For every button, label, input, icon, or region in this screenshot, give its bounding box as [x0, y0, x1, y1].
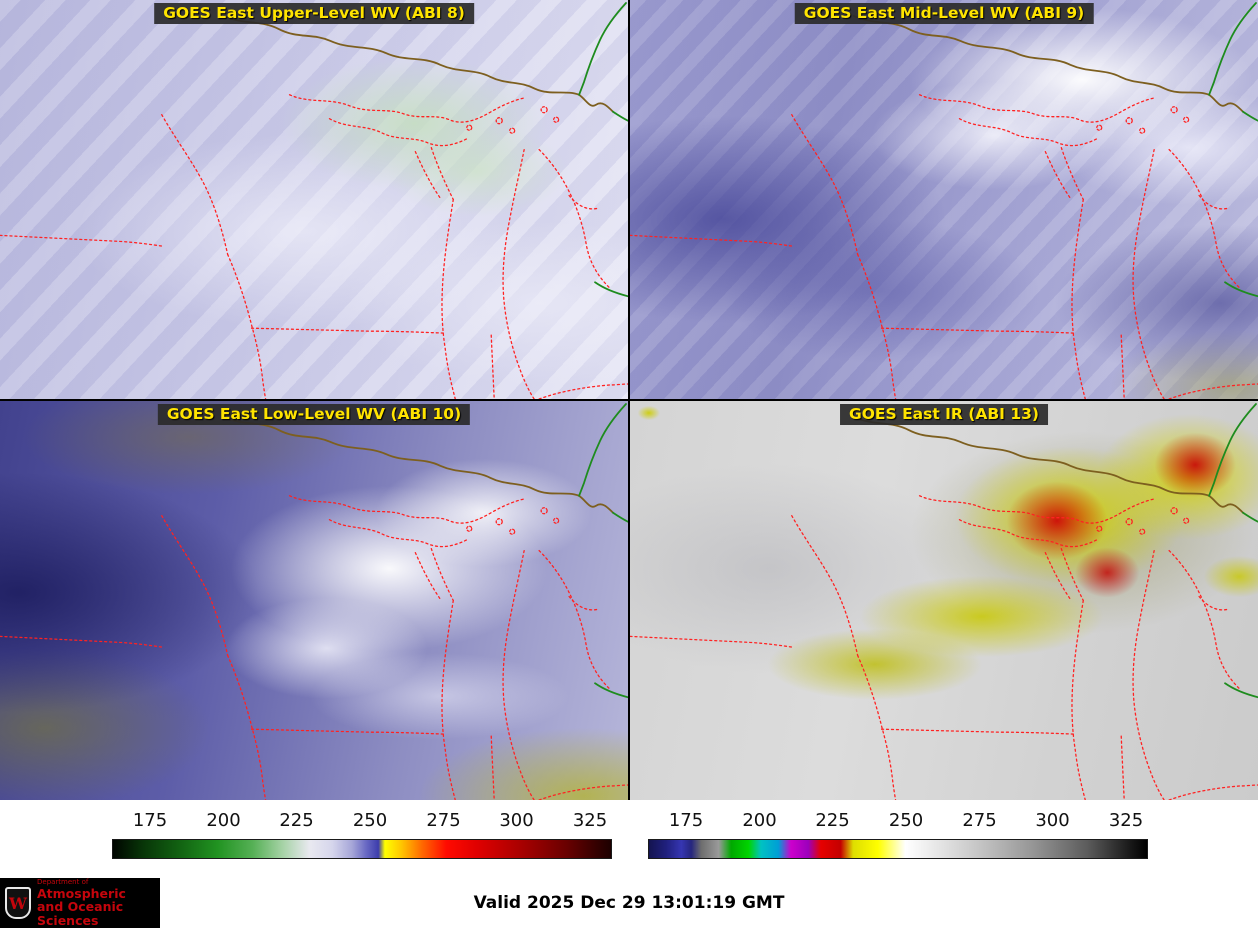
- wv-colorbar-ticks: 175 200 225 250 275 300 325: [112, 810, 612, 836]
- panel-low-level-wv: GOES East Low-Level WV (ABI 10): [0, 401, 628, 800]
- colorbar-tick: 300: [499, 810, 534, 831]
- panel-title-abi9: GOES East Mid-Level WV (ABI 9): [794, 3, 1094, 24]
- logo-line-oceanic: and Oceanic Sciences: [37, 899, 124, 928]
- logo-line-atmospheric: Atmospheric: [37, 885, 126, 901]
- panel-title-abi13: GOES East IR (ABI 13): [840, 404, 1048, 425]
- colorbar-tick: 325: [572, 810, 608, 831]
- footer: W Department of Atmospheric and Oceanic …: [0, 876, 1258, 930]
- logo-dept-line: Department of: [37, 877, 89, 886]
- colorbar-tick: 175: [668, 810, 704, 831]
- panel-title-abi10: GOES East Low-Level WV (ABI 10): [157, 404, 471, 425]
- panel-title-abi8: GOES East Upper-Level WV (ABI 8): [154, 3, 474, 24]
- valid-time: Valid 2025 Dec 29 13:01:19 GMT: [473, 893, 785, 913]
- colorbar-section: 175 200 225 250 275 300 325 175 200 225 …: [0, 800, 1258, 876]
- map-boundaries-overlay: [630, 403, 1258, 800]
- uw-crest-icon: W: [5, 887, 31, 919]
- map-boundaries-overlay: [630, 2, 1258, 399]
- map-boundaries-overlay: [0, 403, 628, 800]
- ir-colorbar-gradient: [648, 839, 1148, 859]
- colorbar-tick: 200: [206, 810, 241, 831]
- satellite-panel-grid: GOES East Upper-Level WV (ABI 8) GOES Ea…: [0, 0, 1258, 800]
- colorbar-tick: 225: [815, 810, 850, 831]
- colorbar-tick: 200: [742, 810, 777, 831]
- panel-upper-level-wv: GOES East Upper-Level WV (ABI 8): [0, 0, 628, 399]
- colorbar-tick: 250: [352, 810, 388, 831]
- colorbar-tick: 250: [888, 810, 924, 831]
- panel-mid-level-wv: GOES East Mid-Level WV (ABI 9): [630, 0, 1258, 399]
- colorbar-tick: 225: [279, 810, 314, 831]
- colorbar-tick: 275: [426, 810, 461, 831]
- colorbar-tick: 325: [1108, 810, 1144, 831]
- colorbar-tick: 275: [962, 810, 997, 831]
- map-boundaries-overlay: [0, 2, 628, 399]
- ir-colorbar-ticks: 175 200 225 250 275 300 325: [648, 810, 1148, 836]
- wv-colorbar: 175 200 225 250 275 300 325: [112, 810, 612, 876]
- panel-ir: GOES East IR (ABI 13): [630, 401, 1258, 800]
- uw-crest-letter: W: [9, 893, 27, 913]
- colorbar-tick: 300: [1035, 810, 1070, 831]
- uw-aos-logo: W Department of Atmospheric and Oceanic …: [0, 878, 160, 928]
- colorbar-tick: 175: [132, 810, 168, 831]
- wv-colorbar-gradient: [112, 839, 612, 859]
- ir-colorbar: 175 200 225 250 275 300 325: [648, 810, 1148, 876]
- logo-text: Department of Atmospheric and Oceanic Sc…: [37, 877, 160, 928]
